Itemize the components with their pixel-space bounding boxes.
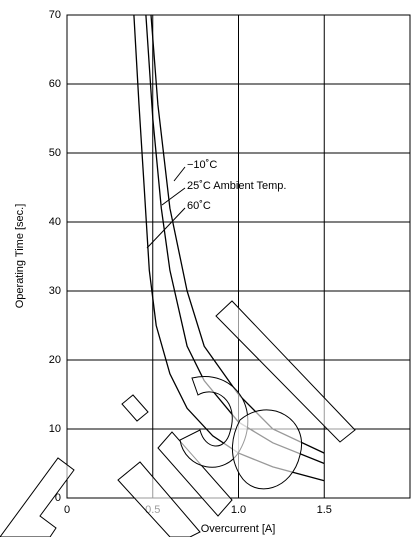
- x-tick-label: 1.0: [231, 504, 246, 516]
- x-tick-label: 0: [64, 504, 70, 516]
- annotation: 25˚C Ambient Temp.: [187, 180, 286, 192]
- annotation: −10˚C: [187, 159, 217, 171]
- watermark-shape: [0, 457, 75, 537]
- watermark-shape: [117, 461, 201, 537]
- x-axis-label: Overcurrent [A]: [201, 523, 276, 535]
- watermark-shape: [179, 376, 249, 468]
- watermark-shape: [215, 300, 356, 443]
- y-tick-label: 70: [49, 9, 61, 21]
- y-tick-label: 60: [49, 78, 61, 90]
- y-tick-label: 0: [55, 492, 61, 504]
- y-tick-label: 10: [49, 423, 61, 435]
- y-tick-label: 40: [49, 216, 61, 228]
- annotation-leader: [161, 187, 186, 206]
- annotation-leader: [173, 166, 186, 182]
- annotation: 60˚C: [187, 200, 211, 212]
- y-tick-label: 30: [49, 285, 61, 297]
- watermark-shape: [121, 394, 149, 422]
- watermark-shape: [232, 409, 302, 490]
- x-tick-label: 1.5: [317, 504, 332, 516]
- watermark-shape: [157, 431, 233, 517]
- annotation-leader: [146, 207, 186, 249]
- y-tick-label: 20: [49, 354, 61, 366]
- watermark: [0, 300, 356, 537]
- y-axis-label: Operating Time [sec.]: [14, 204, 26, 309]
- y-tick-label: 50: [49, 147, 61, 159]
